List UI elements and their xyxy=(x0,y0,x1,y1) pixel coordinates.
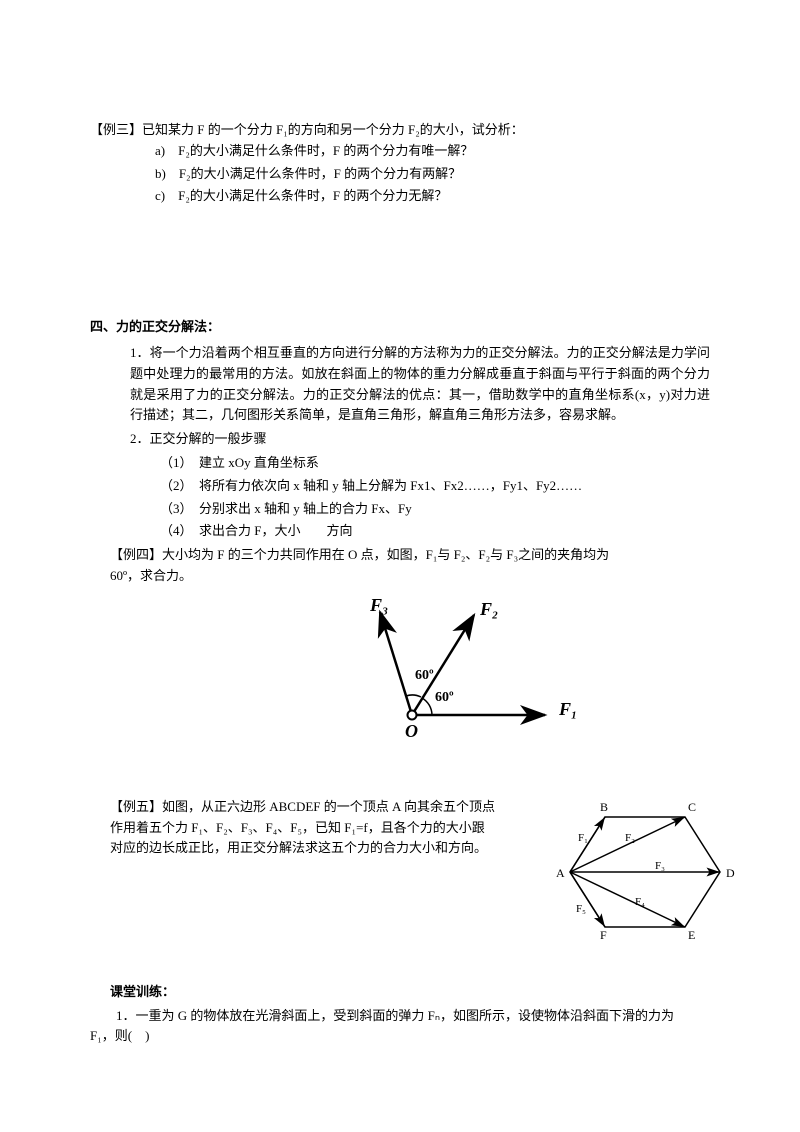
hex-f5: F₅ xyxy=(576,903,586,915)
hexagon-diagram: A B C D E F F₁ F₂ F₃ F₄ F₅ xyxy=(550,797,740,947)
example3-option-b: b) F₂的大小满足什么条件时，F 的两个分力有两解？ xyxy=(155,164,710,185)
section4-heading: 四、力的正交分解法： xyxy=(90,317,710,338)
example3-option-a: a) F₂的大小满足什么条件时，F 的两个分力有唯一解？ xyxy=(155,141,710,162)
example5-line1: 【例五】如图，从正六边形 ABCDEF 的一个顶点 A 向其余五个顶点 xyxy=(110,797,540,818)
section4-para2: 2．正交分解的一般步骤 xyxy=(130,429,710,450)
hex-f: F xyxy=(600,928,607,942)
label-angle2: 60º xyxy=(415,668,434,683)
example4-block: 【例四】大小均为 F 的三个力共同作用在 O 点，如图，F₁与 F₂、F₂与 F… xyxy=(110,545,710,587)
hex-f3: F₃ xyxy=(655,860,665,872)
hex-f1: F₁ xyxy=(578,832,588,844)
hex-a: A xyxy=(556,866,565,880)
example4-line2: 60º，求合力。 xyxy=(110,568,192,583)
section4-steps: （1） 建立 xOy 直角坐标系 （2） 将所有力依次向 x 轴和 y 轴上分解… xyxy=(160,453,710,542)
example5-row: 【例五】如图，从正六边形 ABCDEF 的一个顶点 A 向其余五个顶点 作用着五… xyxy=(90,797,710,947)
example5-line2: 作用着五个力 F₁、F₂、F₃、F₄、F₅，已知 F₁=f，且各个力的大小跟 xyxy=(110,818,540,839)
label-angle1: 60º xyxy=(435,690,454,705)
practice-item1-line1: 1．一重为 G 的物体放在光滑斜面上，受到斜面的弹力 Fₙ，如图所示，设使物体沿… xyxy=(90,1008,674,1023)
hex-b: B xyxy=(600,800,608,814)
hex-d: D xyxy=(726,866,735,880)
label-o: O xyxy=(405,721,418,741)
hex-f2: F₂ xyxy=(625,832,635,844)
step1: （1） 建立 xOy 直角坐标系 xyxy=(160,453,710,474)
practice-heading: 课堂训练： xyxy=(110,982,710,1003)
label-f2: F₂ xyxy=(479,599,498,619)
step2: （2） 将所有力依次向 x 轴和 y 轴上分解为 Fx1、Fx2……，Fy1、F… xyxy=(160,476,710,497)
example3-block: 【例三】已知某力 F 的一个分力 F₁的方向和另一个分力 F₂的大小，试分析： … xyxy=(90,120,710,207)
hex-e: E xyxy=(688,928,695,942)
example3-options: a) F₂的大小满足什么条件时，F 的两个分力有唯一解？ b) F₂的大小满足什… xyxy=(155,141,710,207)
practice-item1-line2: F₁，则( ) xyxy=(90,1028,149,1043)
step4: （4） 求出合力 F，大小 方向 xyxy=(160,521,710,542)
practice-item1: 1．一重为 G 的物体放在光滑斜面上，受到斜面的弹力 Fₙ，如图所示，设使物体沿… xyxy=(90,1006,710,1048)
example4-line1: 【例四】大小均为 F 的三个力共同作用在 O 点，如图，F₁与 F₂、F₂与 F… xyxy=(110,547,609,562)
hex-c: C xyxy=(688,800,696,814)
example3-title: 【例三】已知某力 F 的一个分力 F₁的方向和另一个分力 F₂的大小，试分析： xyxy=(90,120,710,141)
hex-f4: F₄ xyxy=(635,896,645,908)
example3-option-c: c) F₂的大小满足什么条件时，F 的两个分力无解？ xyxy=(155,186,710,207)
label-f1: F₁ xyxy=(558,699,577,719)
step3: （3） 分别求出 x 轴和 y 轴上的合力 Fx、Fy xyxy=(160,499,710,520)
example5-text: 【例五】如图，从正六边形 ABCDEF 的一个顶点 A 向其余五个顶点 作用着五… xyxy=(110,797,550,859)
label-f3: F₃ xyxy=(369,597,388,615)
example5-line3: 对应的边长成正比，用正交分解法求这五个力的合力大小和方向。 xyxy=(110,838,540,859)
section4-para1: 1．将一个力沿着两个相互垂直的方向进行分解的方法称为力的正交分解法。力的正交分解… xyxy=(130,343,710,426)
forces-diagram: F₁ F₂ F₃ O 60º 60º xyxy=(350,597,590,742)
